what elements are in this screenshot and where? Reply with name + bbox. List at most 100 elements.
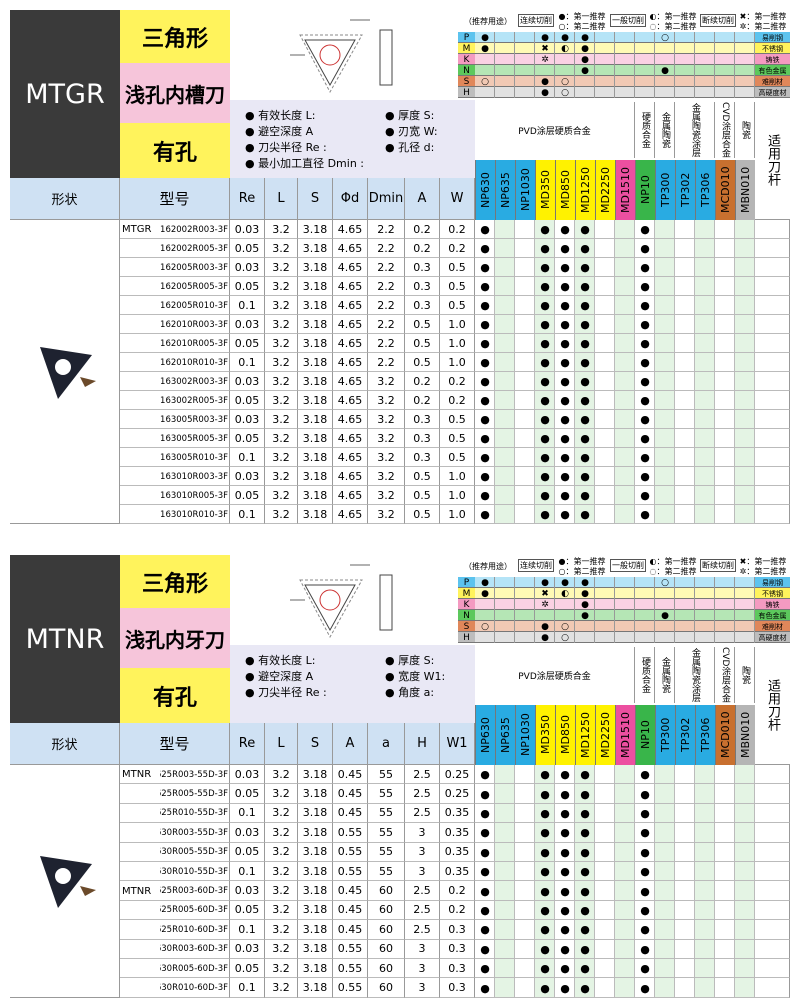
param-cell: 0.05 <box>230 959 265 979</box>
grade-cell <box>655 900 675 921</box>
param-cell: 0.5 <box>440 277 475 296</box>
grade-cell <box>595 467 615 486</box>
param-cell: 2.5 <box>405 765 440 785</box>
material-name: 不锈钢 <box>762 589 783 598</box>
grade-cell <box>555 353 575 372</box>
grade-cell <box>535 959 555 979</box>
grade-cell <box>715 920 735 940</box>
param-cell: 3.18 <box>298 410 333 429</box>
grid-cell <box>595 632 615 643</box>
grid-cell <box>475 65 495 76</box>
recommend-dot: ● <box>580 845 590 859</box>
grid-cell <box>715 54 735 65</box>
grid-cell <box>475 610 495 621</box>
grade-cell <box>595 220 615 239</box>
param-cell: 4.65 <box>333 315 368 334</box>
recommend-dot: ● <box>580 223 590 236</box>
grade-cell <box>655 803 675 824</box>
grid-cell <box>535 632 555 643</box>
grid-cell <box>495 599 515 610</box>
legend-mode: 一般切削 <box>610 559 646 572</box>
material-name: 铸铁 <box>765 600 780 609</box>
grade-cell <box>575 784 595 804</box>
grid-cell <box>535 588 555 599</box>
param-cell: 3.18 <box>298 334 333 353</box>
grid-cell <box>715 588 735 599</box>
recommend-dot: ● <box>480 223 490 236</box>
grade-cell <box>495 353 515 372</box>
grid-cell <box>515 599 535 610</box>
grade-cell <box>575 978 595 998</box>
recommend-dot: ● <box>540 768 550 782</box>
param-cell: 4.65 <box>333 334 368 353</box>
grade-cell <box>475 410 495 429</box>
series-code: MTNR <box>10 555 120 723</box>
grid-cell <box>555 76 575 87</box>
grid-cell <box>475 87 495 98</box>
grade-name: MD2250 <box>595 705 615 765</box>
grade-cell <box>695 448 715 467</box>
grade-cell <box>475 220 495 239</box>
grid-cell <box>555 32 575 43</box>
param-cell: 3.2 <box>265 842 298 862</box>
grade-cell <box>595 334 615 353</box>
material-code: M <box>462 588 471 599</box>
param-cell: 0.3 <box>405 429 440 448</box>
grade-name: NP635 <box>495 705 515 765</box>
param-cell: 0.55 <box>333 823 368 843</box>
material-mark: ● <box>581 610 589 621</box>
recommend-dot: ● <box>640 508 650 521</box>
insert-diagram <box>230 10 458 100</box>
grade-cell <box>555 505 575 524</box>
grade-cell <box>715 862 735 882</box>
legend-purpose: （推荐用途） <box>464 16 512 26</box>
recommend-dot: ● <box>540 981 550 995</box>
grade-cell <box>635 296 655 315</box>
grade-cell <box>715 784 735 804</box>
param-cell: 3.2 <box>265 486 298 505</box>
grade-cell <box>715 448 735 467</box>
grid-cell <box>615 43 635 54</box>
grid-cell <box>675 621 695 632</box>
grade-name: NP635 <box>495 160 515 220</box>
legend-mode: 连续切削 <box>518 559 554 572</box>
grid-cell <box>695 610 715 621</box>
recommend-dot: ● <box>640 261 650 274</box>
grid-cell <box>535 87 555 98</box>
grade-cell <box>495 823 515 843</box>
grade-name: NP10 <box>635 160 655 220</box>
recommend-dot: ● <box>540 962 550 976</box>
grid-cell <box>535 76 555 87</box>
grade-cell <box>515 881 535 901</box>
recommend-dot: ● <box>560 451 570 464</box>
spec-item: ● 宽度 W1: <box>385 670 446 683</box>
insert-diagram-svg <box>290 19 393 94</box>
grid-cell <box>675 54 695 65</box>
model-name: 162010R010-3F <box>160 357 228 368</box>
grade-cell <box>495 372 515 391</box>
param-cell: 3.2 <box>265 258 298 277</box>
material-mark: ● <box>581 65 589 76</box>
param-cell: 0.03 <box>230 410 265 429</box>
grade-cell <box>615 220 635 239</box>
legend-mode: 断续切削 <box>700 14 736 27</box>
material-tint <box>475 621 755 632</box>
param-cell: 3.2 <box>265 765 298 785</box>
grid-cell <box>595 621 615 632</box>
param-cell: 4.65 <box>333 220 368 239</box>
grade-name: TP302 <box>675 705 695 765</box>
grade-cell <box>495 920 515 940</box>
grade-cell <box>695 277 715 296</box>
grid-cell <box>595 577 615 588</box>
recommend-dot: ● <box>580 394 590 407</box>
param-cell: 0.5 <box>440 410 475 429</box>
recommend-dot: ● <box>640 489 650 502</box>
grade-cell <box>695 842 715 862</box>
grade-cell <box>595 448 615 467</box>
grid-cell <box>475 43 495 54</box>
param-cell: 55 <box>368 862 405 882</box>
recommend-dot: ● <box>480 884 490 898</box>
material-mark: ✲ <box>541 599 549 610</box>
param-cell: 3.2 <box>265 881 298 901</box>
param-cell: 3.2 <box>265 372 298 391</box>
